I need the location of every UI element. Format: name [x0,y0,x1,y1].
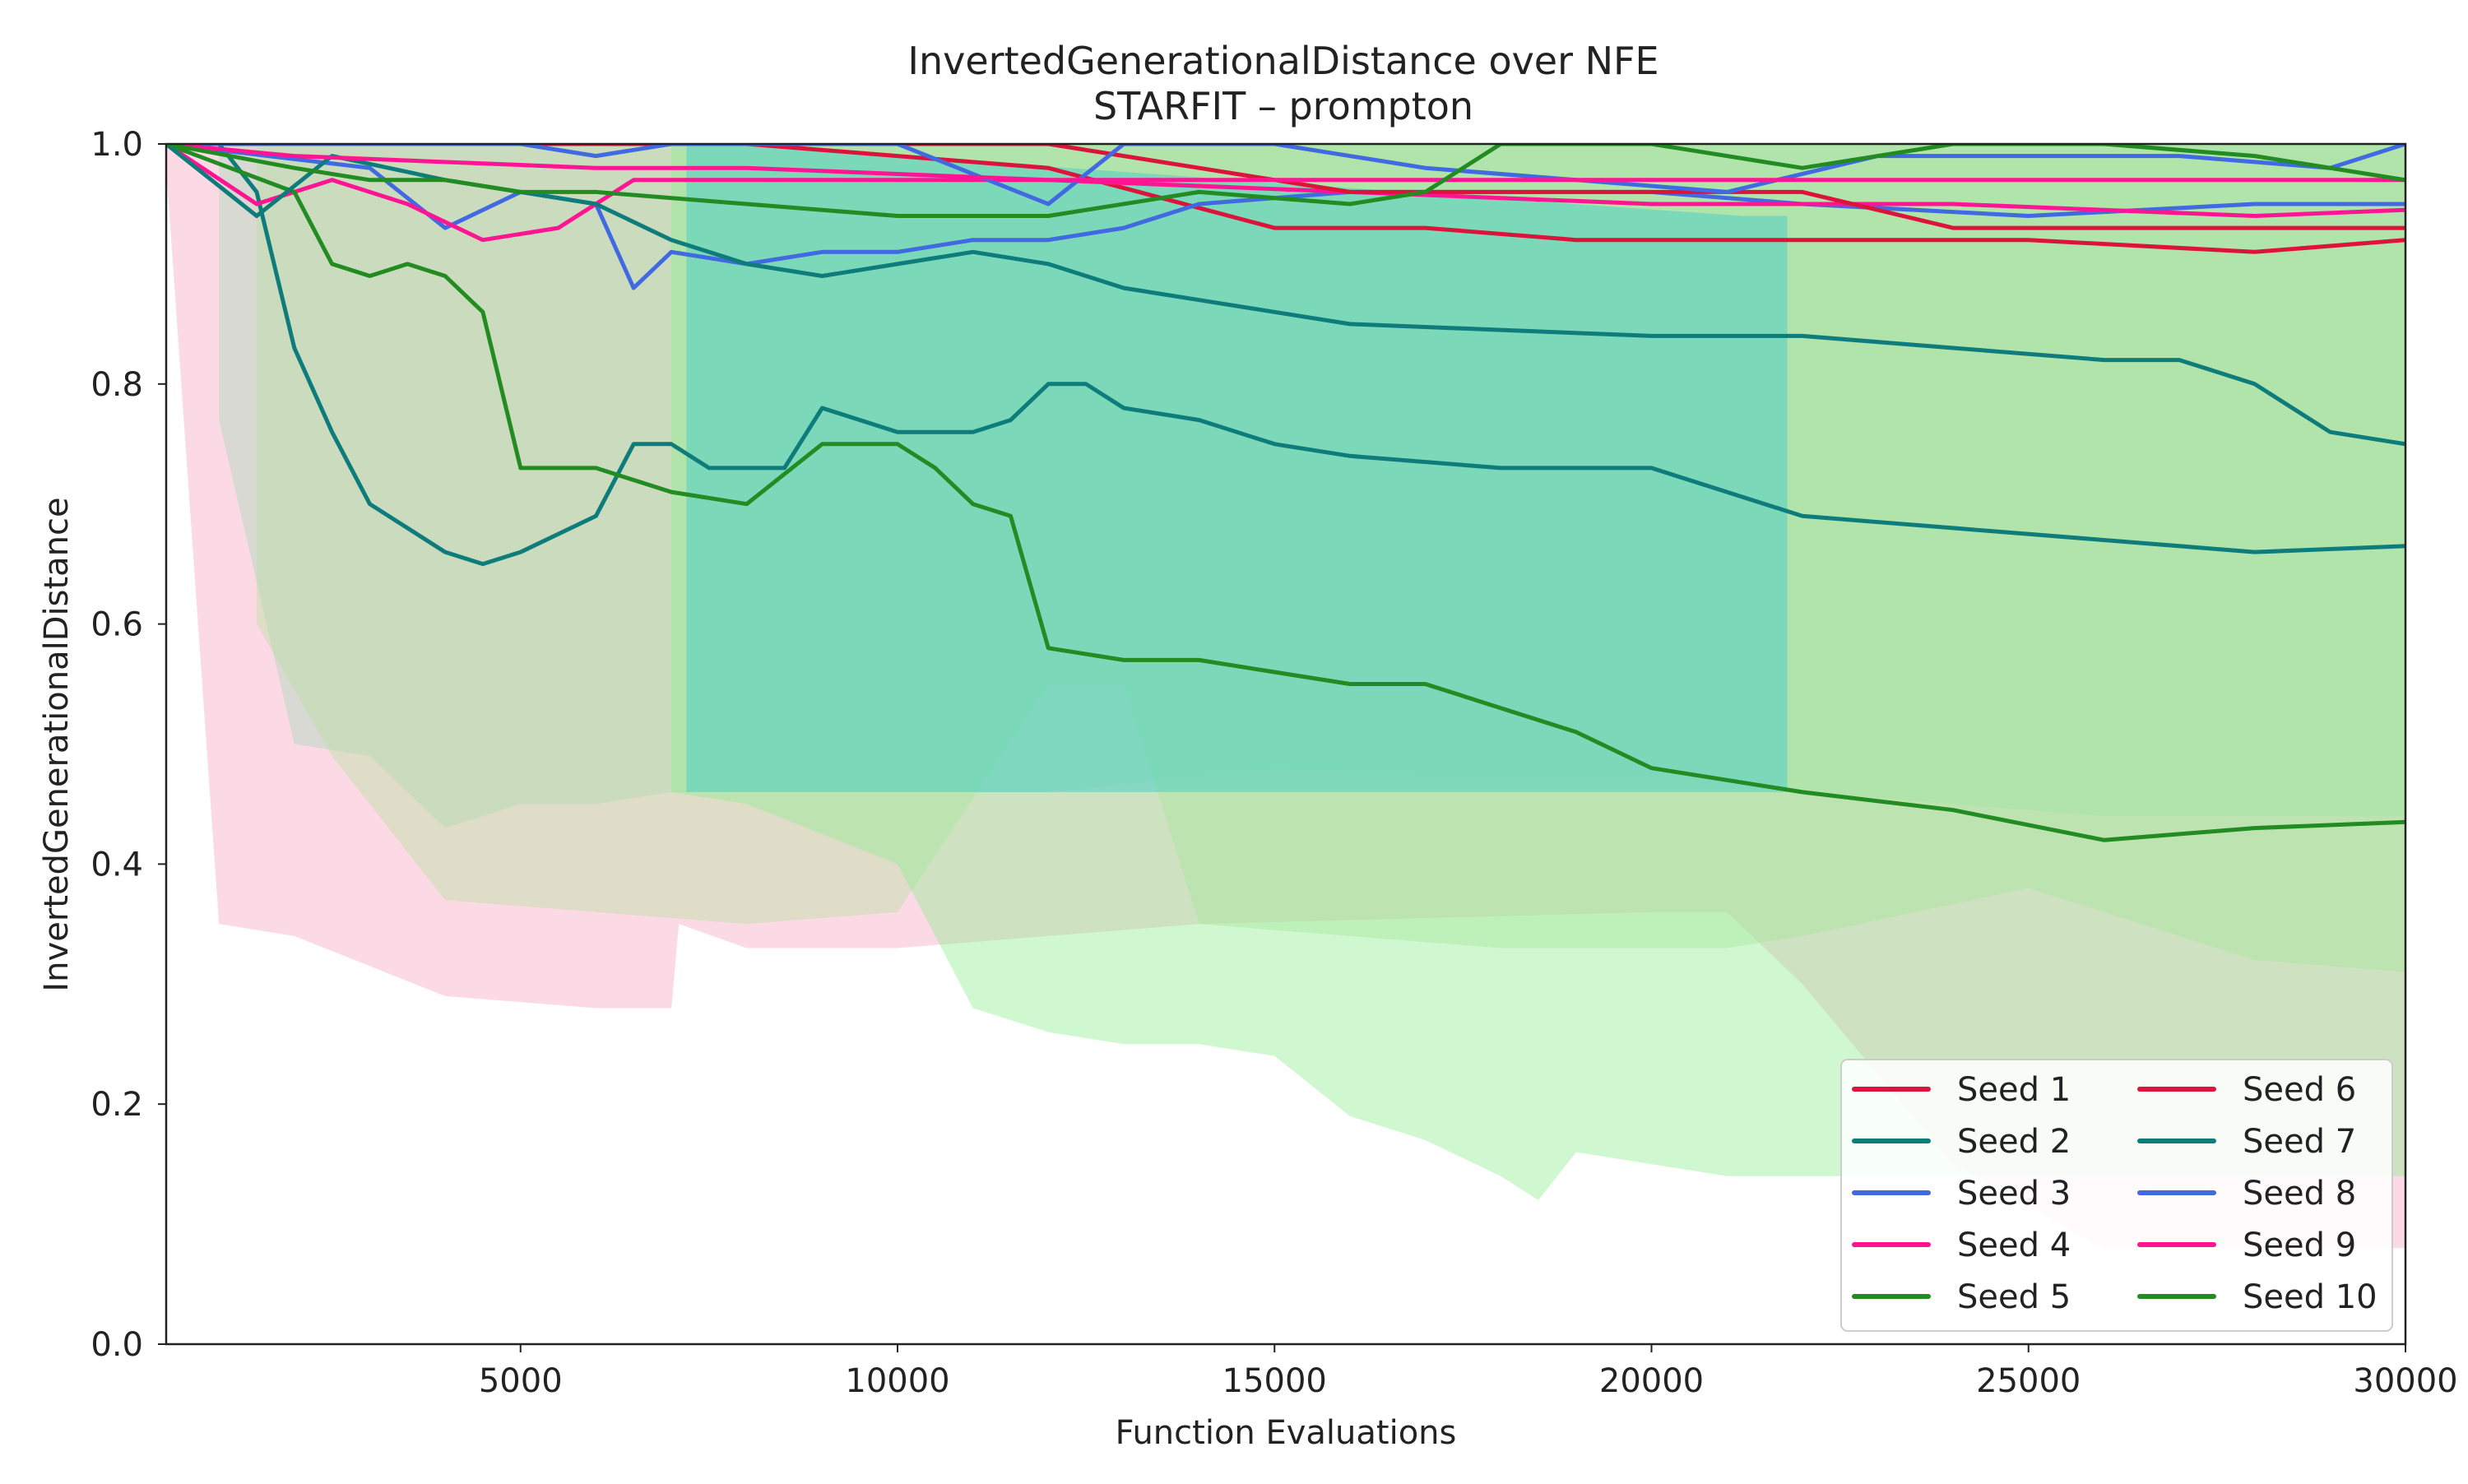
series-line-seed-1 [166,144,2405,254]
series-line-seed-4 [166,144,2405,243]
legend-label: Seed 10 [2243,1278,2378,1316]
series-line-seed-5 [166,144,2405,842]
x-tick-label: 20000 [1599,1362,1704,1400]
x-tick-label: 30000 [2353,1362,2457,1400]
legend-label: Seed 3 [1957,1175,2071,1213]
legend-label: Seed 9 [2243,1227,2356,1264]
series-line-seed-2 [216,144,2405,567]
legend-label: Seed 7 [2243,1123,2356,1161]
confidence-bands [166,144,2405,1249]
legend-label: Seed 8 [2243,1175,2356,1213]
y-tick-label: 0.6 [90,606,143,644]
x-tick-label: 10000 [845,1362,949,1400]
legend-label: Seed 5 [1957,1278,2071,1316]
x-axis-ticks: 5000 10000 15000 20000 25000 30000 [479,1344,2458,1400]
series-line-seed-8 [166,144,2405,206]
legend: Seed 1 Seed 2 Seed 3 Seed 4 Seed 5 Seed 6 Seed… [1840,1059,2393,1332]
x-tick-label: 5000 [479,1362,563,1400]
legend-box [1840,1059,2393,1332]
legend-label: Seed 6 [2243,1071,2356,1109]
chart-title: InvertedGenerationalDistance over NFE [907,39,1658,83]
y-axis-ticks: 0.0 0.2 0.4 0.6 0.8 1.0 [90,126,166,1364]
x-axis-label: Function Evaluations [1116,1414,1457,1452]
x-tick-label: 15000 [1222,1362,1327,1400]
y-tick-label: 0.2 [90,1086,143,1124]
y-tick-label: 0.4 [90,846,143,883]
y-tick-label: 0.8 [90,366,143,404]
series-line-seed-9 [166,144,2405,183]
legend-label: Seed 4 [1957,1227,2071,1264]
series-lines [166,144,2405,842]
y-axis-label: InvertedGenerationalDistance [38,497,76,991]
series-line-seed-10 [166,144,2405,218]
y-tick-label: 0.0 [90,1326,143,1364]
y-tick-label: 1.0 [90,126,143,164]
x-tick-label: 25000 [1976,1362,2081,1400]
plot-frame [165,142,2407,1346]
series-line-seed-7 [166,144,2405,447]
legend-label: Seed 1 [1957,1071,2071,1109]
legend-label: Seed 2 [1957,1123,2071,1161]
confidence-band [686,144,1788,792]
chart-subtitle: STARFIT – prompton [1093,84,1473,128]
